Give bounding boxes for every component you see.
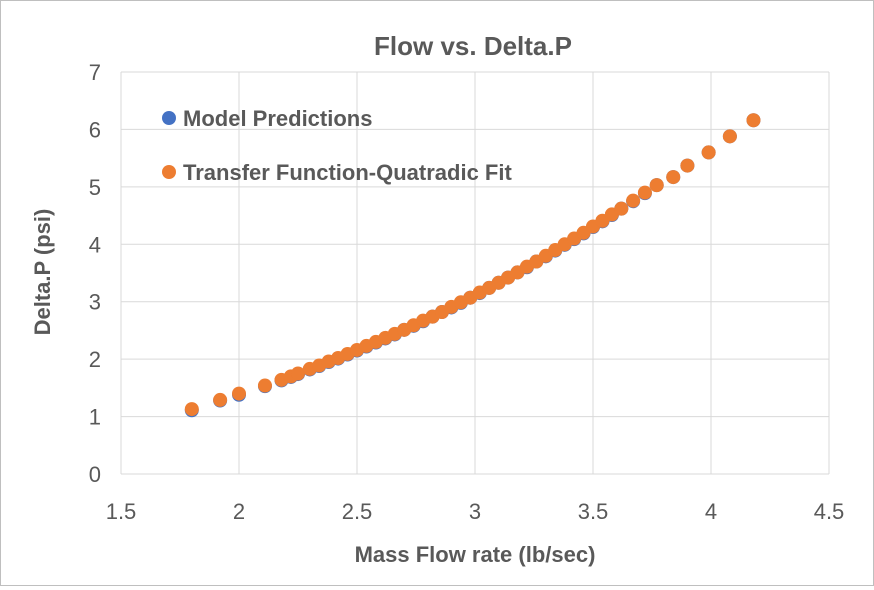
x-axis-tick-labels: 1.5 2 2.5 3 3.5 4 4.5 bbox=[106, 499, 845, 524]
y-tick-label: 2 bbox=[89, 347, 101, 372]
data-series bbox=[184, 113, 761, 418]
legend-marker-transfer-function bbox=[162, 165, 176, 179]
series-1 bbox=[184, 113, 761, 417]
legend-entry-model-predictions: Model Predictions bbox=[162, 106, 372, 131]
data-point bbox=[626, 193, 641, 208]
data-point bbox=[746, 113, 761, 128]
x-tick-label: 2 bbox=[233, 499, 245, 524]
data-point bbox=[722, 129, 737, 144]
y-tick-label: 0 bbox=[89, 462, 101, 487]
y-tick-label: 6 bbox=[89, 117, 101, 142]
x-tick-label: 3 bbox=[469, 499, 481, 524]
y-tick-label: 5 bbox=[89, 175, 101, 200]
data-point bbox=[637, 185, 652, 200]
legend: Model Predictions Transfer Function-Quat… bbox=[162, 106, 512, 185]
gridlines bbox=[120, 71, 830, 475]
y-tick-label: 3 bbox=[89, 290, 101, 315]
y-tick-label: 7 bbox=[89, 60, 101, 85]
x-tick-label: 1.5 bbox=[106, 499, 137, 524]
data-point bbox=[701, 145, 716, 160]
data-point bbox=[666, 170, 681, 185]
data-point bbox=[184, 402, 199, 417]
chart-title: Flow vs. Delta.P bbox=[374, 31, 572, 61]
x-tick-label: 2.5 bbox=[342, 499, 373, 524]
x-axis-title: Mass Flow rate (lb/sec) bbox=[355, 542, 596, 567]
y-tick-label: 4 bbox=[89, 232, 101, 257]
legend-marker-model-predictions bbox=[162, 111, 176, 125]
y-tick-label: 1 bbox=[89, 405, 101, 430]
legend-label-transfer-function: Transfer Function-Quatradic Fit bbox=[183, 160, 512, 185]
data-point bbox=[257, 378, 272, 393]
data-point bbox=[649, 178, 664, 193]
data-point bbox=[291, 366, 305, 381]
y-axis-tick-labels: 0 1 2 3 4 5 6 7 bbox=[89, 60, 101, 487]
data-point bbox=[680, 158, 695, 173]
legend-entry-transfer-function: Transfer Function-Quatradic Fit bbox=[162, 160, 512, 185]
x-tick-label: 4.5 bbox=[814, 499, 845, 524]
x-tick-label: 4 bbox=[705, 499, 717, 524]
x-tick-label: 3.5 bbox=[578, 499, 609, 524]
data-point bbox=[213, 392, 228, 407]
data-point bbox=[232, 386, 246, 401]
legend-label-model-predictions: Model Predictions bbox=[183, 106, 372, 131]
data-point bbox=[614, 201, 629, 216]
series-0 bbox=[184, 113, 761, 418]
y-axis-title: Delta.P (psi) bbox=[30, 209, 55, 336]
